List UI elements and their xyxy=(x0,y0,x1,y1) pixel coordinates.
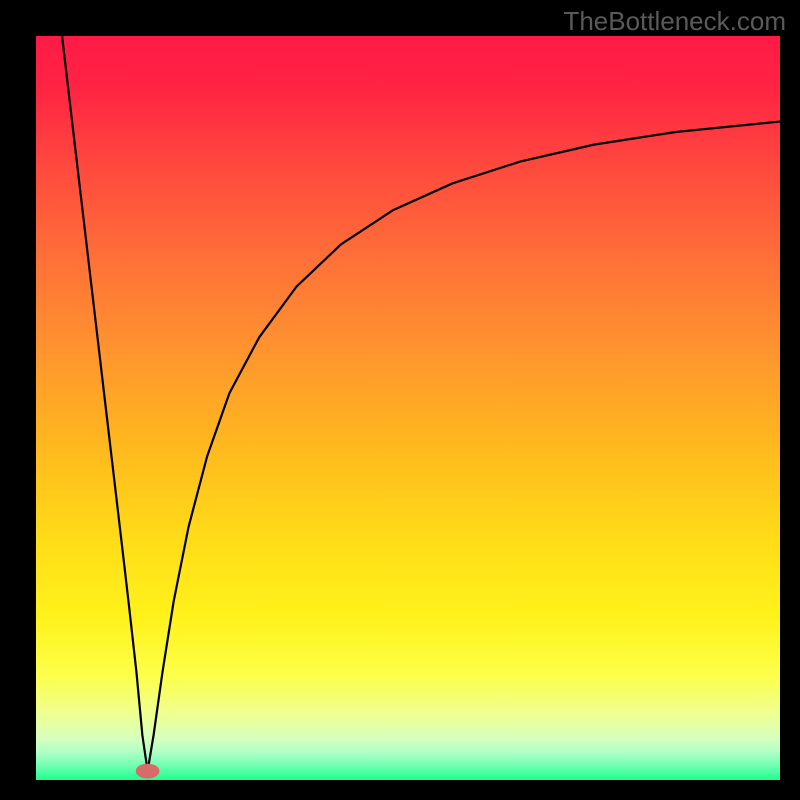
watermark-text: TheBottleneck.com xyxy=(563,6,786,37)
plot-svg xyxy=(36,36,780,780)
chart-container: { "watermark": { "text": "TheBottleneck.… xyxy=(0,0,800,800)
plot-background xyxy=(36,36,780,780)
notch-marker xyxy=(136,764,160,779)
plot-area xyxy=(36,36,780,780)
